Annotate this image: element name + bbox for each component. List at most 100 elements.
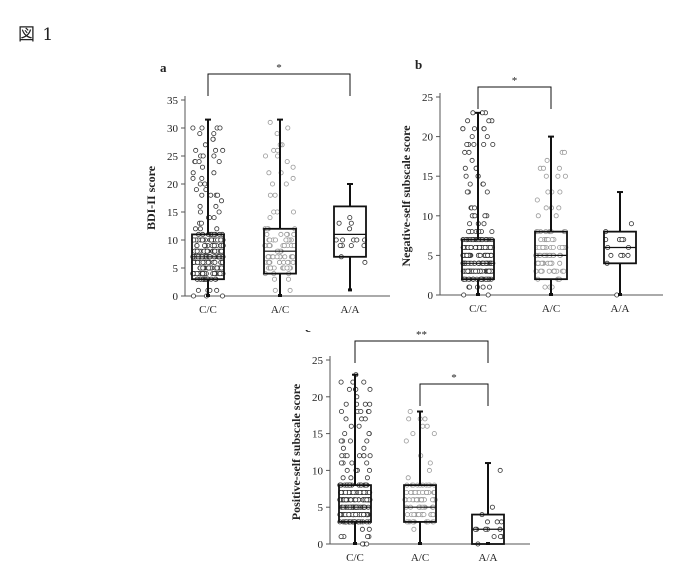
- data-point: [420, 423, 426, 429]
- data-point: [406, 416, 412, 422]
- data-point: [364, 541, 370, 547]
- data-point: [287, 287, 293, 293]
- data-point: [211, 271, 217, 277]
- y-tick-label: 25: [167, 151, 179, 163]
- data-point: [215, 192, 221, 198]
- data-point: [193, 147, 199, 153]
- data-point: [619, 237, 625, 243]
- data-point: [361, 489, 367, 495]
- data-point: [195, 287, 201, 293]
- data-point: [407, 409, 413, 415]
- whisker-cap: [206, 294, 210, 297]
- x-tick-label: C/C: [346, 552, 364, 564]
- data-point: [489, 504, 495, 510]
- data-point: [561, 149, 567, 155]
- data-point: [473, 268, 479, 274]
- data-point: [283, 237, 289, 243]
- data-point: [557, 189, 563, 195]
- box: [403, 484, 437, 523]
- data-point: [473, 244, 479, 250]
- data-point: [199, 175, 205, 181]
- data-point: [267, 243, 273, 249]
- data-point: [367, 467, 373, 473]
- data-point: [344, 453, 350, 459]
- data-point: [544, 157, 550, 163]
- data-point: [196, 159, 202, 165]
- data-point: [366, 431, 372, 437]
- data-point: [561, 268, 567, 274]
- data-point: [284, 231, 290, 237]
- data-point: [362, 416, 368, 422]
- data-point: [213, 203, 219, 209]
- data-point: [540, 244, 546, 250]
- data-point: [367, 386, 373, 392]
- panel-label: b: [415, 60, 422, 72]
- data-point: [545, 237, 551, 243]
- data-point: [212, 248, 218, 254]
- data-point: [362, 401, 368, 407]
- data-point: [462, 165, 468, 171]
- data-point: [430, 512, 436, 518]
- data-point: [211, 215, 217, 221]
- y-tick-label: 10: [422, 211, 434, 223]
- data-point: [480, 284, 486, 290]
- data-point: [199, 125, 205, 131]
- data-point: [200, 259, 206, 265]
- data-point: [197, 131, 203, 137]
- data-point: [285, 259, 291, 265]
- y-tick-label: 15: [312, 429, 324, 441]
- significance-bracket: [419, 383, 489, 406]
- data-point: [204, 248, 210, 254]
- data-point: [200, 153, 206, 159]
- data-point: [487, 244, 493, 250]
- data-point: [557, 260, 563, 266]
- data-point: [267, 215, 273, 221]
- data-point: [482, 244, 488, 250]
- data-point: [202, 142, 208, 148]
- data-point: [220, 147, 226, 153]
- significance-bracket: [354, 340, 489, 363]
- significance-label: *: [276, 62, 282, 74]
- data-point: [431, 431, 437, 437]
- data-point: [364, 475, 370, 481]
- data-point: [366, 526, 372, 532]
- y-tick-label: 0: [428, 290, 434, 302]
- y-tick-label: 20: [422, 132, 434, 144]
- data-point: [213, 147, 219, 153]
- data-point: [349, 460, 355, 466]
- data-point: [199, 237, 205, 243]
- data-point: [210, 136, 216, 142]
- data-point: [485, 292, 491, 298]
- data-point: [338, 460, 344, 466]
- data-point: [283, 181, 289, 187]
- data-point: [487, 284, 493, 290]
- data-point: [466, 229, 472, 235]
- data-point: [358, 409, 364, 415]
- panel-label: a: [160, 60, 167, 75]
- data-point: [538, 237, 544, 243]
- significance-label: **: [416, 330, 427, 341]
- data-point: [466, 149, 472, 155]
- box: [338, 484, 372, 523]
- data-point: [354, 237, 360, 243]
- data-point: [427, 460, 433, 466]
- data-point: [339, 453, 345, 459]
- data-point: [498, 519, 504, 525]
- data-point: [414, 497, 420, 503]
- data-point: [542, 284, 548, 290]
- data-point: [467, 221, 473, 227]
- data-point: [205, 259, 211, 265]
- data-point: [346, 512, 352, 518]
- data-point: [272, 192, 278, 198]
- data-point: [197, 181, 203, 187]
- data-point: [356, 423, 362, 429]
- whisker-cap: [618, 293, 622, 296]
- data-point: [272, 237, 278, 243]
- data-point: [406, 497, 412, 503]
- figure-label: 図 1: [18, 25, 55, 45]
- data-point: [486, 268, 492, 274]
- data-point: [338, 438, 344, 444]
- data-point: [464, 252, 470, 258]
- data-point: [534, 197, 540, 203]
- significance-label: *: [512, 75, 518, 87]
